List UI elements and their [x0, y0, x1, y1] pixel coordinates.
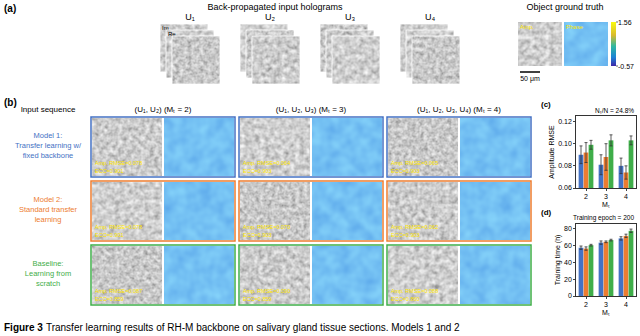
svg-text:Input sequence: Input sequence [21, 105, 76, 114]
svg-text:ECC=0.903: ECC=0.903 [243, 168, 272, 174]
svg-text:1.56: 1.56 [618, 19, 632, 26]
svg-text:Nₜ/N = 24.8%: Nₜ/N = 24.8% [595, 107, 634, 114]
svg-text:60: 60 [564, 242, 572, 249]
svg-text:(U₁, U₂, U₃, U₄) (Mₜ = 4): (U₁, U₂, U₃, U₄) (Mₜ = 4) [417, 105, 501, 114]
svg-text:ECC=0.859: ECC=0.859 [95, 296, 124, 302]
svg-text:ECC=0.859: ECC=0.859 [243, 296, 272, 302]
svg-text:Baseline:: Baseline: [33, 259, 64, 268]
svg-text:(U₁, U₂, U₃) (Mₜ = 3): (U₁, U₂, U₃) (Mₜ = 3) [276, 105, 347, 114]
svg-text:(b): (b) [4, 97, 17, 108]
svg-text:U₂: U₂ [265, 12, 275, 22]
svg-text:2: 2 [584, 301, 588, 308]
svg-text:80: 80 [564, 225, 572, 232]
svg-text:Amplitude RMSE: Amplitude RMSE [548, 125, 556, 179]
svg-text:(d): (d) [541, 208, 552, 217]
svg-text:Amp. RMSE=0.078: Amp. RMSE=0.078 [95, 224, 142, 230]
svg-text:scratch: scratch [36, 279, 60, 288]
svg-text:Amp. RMSE=0.070: Amp. RMSE=0.070 [243, 224, 290, 230]
svg-text:3: 3 [604, 301, 608, 308]
svg-text:Transfer learning w/: Transfer learning w/ [15, 141, 82, 150]
svg-text:-0.57: -0.57 [618, 63, 634, 70]
svg-text:3: 3 [604, 193, 608, 200]
svg-text:Amp. RMSE=0.062: Amp. RMSE=0.062 [391, 224, 438, 230]
svg-text:Model 2:: Model 2: [34, 195, 63, 204]
svg-text:Mₜ: Mₜ [602, 309, 610, 316]
svg-text:Amp. RMSE=0.088: Amp. RMSE=0.088 [391, 288, 438, 294]
svg-text:ECC=0.903: ECC=0.903 [391, 232, 420, 238]
svg-text:Im: Im [162, 25, 169, 31]
svg-text:0.08: 0.08 [558, 162, 572, 169]
svg-text:Training time (h): Training time (h) [554, 235, 562, 286]
svg-text:Learning from: Learning from [25, 269, 71, 278]
svg-text:Standard transfer: Standard transfer [19, 205, 77, 214]
svg-text:Amp.: Amp. [520, 24, 534, 30]
svg-text:Amp. RMSE=0.064: Amp. RMSE=0.064 [243, 160, 290, 166]
svg-text:2: 2 [584, 193, 588, 200]
svg-text:Phase: Phase [566, 24, 584, 30]
svg-text:Figure 3Transfer learning resu: Figure 3Transfer learning results of RH-… [4, 322, 460, 333]
svg-text:ECC=0.903: ECC=0.903 [391, 168, 420, 174]
svg-text:ECC=0.901: ECC=0.901 [95, 232, 124, 238]
svg-text:fixed backbone: fixed backbone [23, 151, 73, 160]
svg-text:ECC=0.901: ECC=0.901 [95, 168, 124, 174]
svg-text:0: 0 [568, 292, 572, 299]
svg-text:learning: learning [35, 215, 62, 224]
svg-text:Re: Re [168, 31, 176, 37]
svg-text:0.06: 0.06 [558, 184, 572, 191]
svg-text:U₁: U₁ [185, 12, 195, 22]
svg-text:50 μm: 50 μm [520, 75, 540, 83]
svg-text:Amp. RMSE=0.087: Amp. RMSE=0.087 [95, 288, 142, 294]
svg-text:0.12: 0.12 [558, 118, 572, 125]
svg-text:0.10: 0.10 [558, 140, 572, 147]
svg-text:Amp. RMSE=0.078: Amp. RMSE=0.078 [95, 160, 142, 166]
svg-text:Amp. RMSE=0.090: Amp. RMSE=0.090 [243, 288, 290, 294]
svg-text:ECC=0.903: ECC=0.903 [243, 232, 272, 238]
svg-text:Object ground truth: Object ground truth [526, 2, 603, 12]
svg-text:Training epoch = 200: Training epoch = 200 [573, 214, 634, 222]
svg-text:20: 20 [564, 276, 572, 283]
svg-text:(U₁, U₂) (Mₜ = 2): (U₁, U₂) (Mₜ = 2) [135, 105, 192, 114]
svg-text:4: 4 [624, 301, 628, 308]
svg-text:ECC=0.860: ECC=0.860 [391, 296, 420, 302]
svg-text:40: 40 [564, 259, 572, 266]
svg-text:(c): (c) [541, 100, 551, 109]
svg-text:Mₜ: Mₜ [602, 201, 610, 208]
svg-text:U₃: U₃ [345, 12, 355, 22]
svg-text:U₄: U₄ [425, 12, 435, 22]
svg-text:Back-propagated input hologram: Back-propagated input holograms [207, 2, 343, 12]
svg-text:Amp. RMSE=0.065: Amp. RMSE=0.065 [391, 160, 438, 166]
svg-text:Model 1:: Model 1: [34, 131, 63, 140]
svg-text:4: 4 [624, 193, 628, 200]
svg-text:(a): (a) [4, 3, 16, 14]
